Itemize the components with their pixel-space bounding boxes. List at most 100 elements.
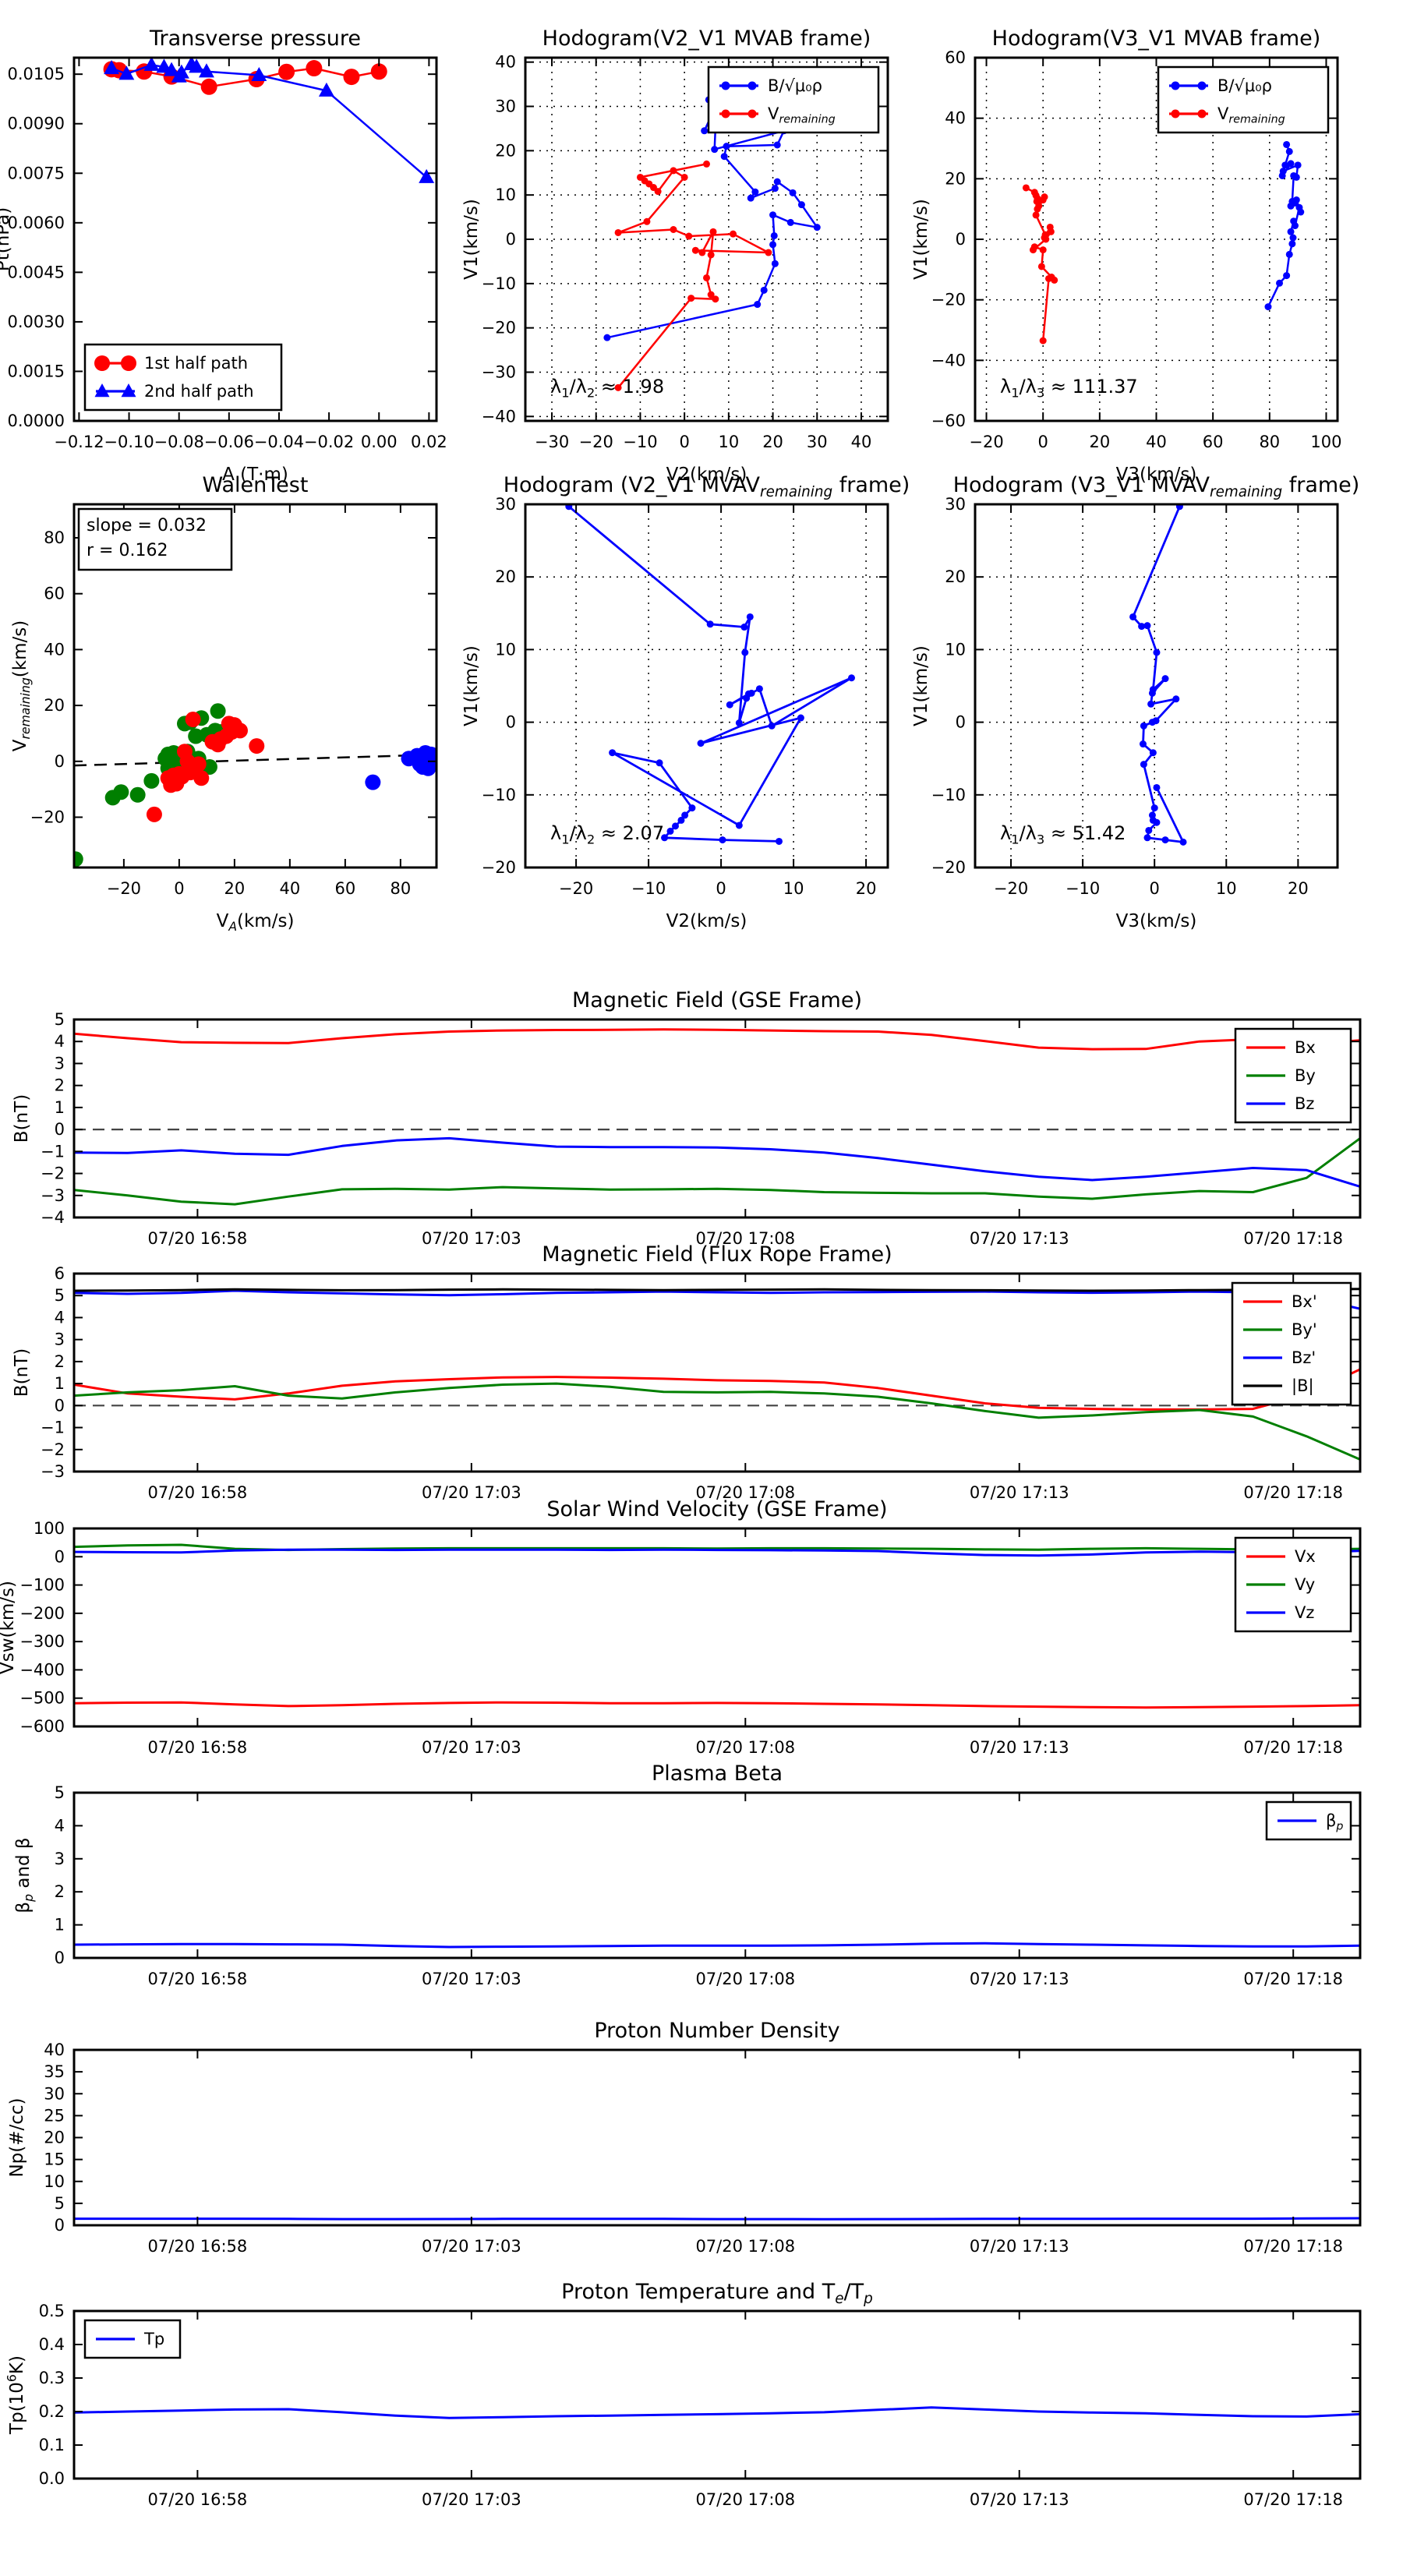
ticks xyxy=(74,58,436,422)
legend-label: Vremaining xyxy=(1217,104,1285,126)
x-tick-label: 07/20 16:58 xyxy=(148,1483,248,1502)
y-tick-label: 60 xyxy=(945,48,966,67)
y-tick-label: −10 xyxy=(482,786,516,804)
y-axis-label: Vsw(km/s) xyxy=(0,1581,18,1674)
panel-title: Hodogram (V3_V1 MVAVremaining frame) xyxy=(953,473,1360,500)
y-tick-label: −300 xyxy=(19,1632,65,1651)
x-tick-label: 80 xyxy=(1259,433,1280,451)
lambda-ratio-annotation: λ1/λ2 ≈ 2.07 xyxy=(550,822,664,846)
x-tick-label: 0.00 xyxy=(361,433,398,451)
legend: 1st half path 2nd half path xyxy=(83,343,283,412)
y-tick-label: 3 xyxy=(55,1054,65,1072)
y-tick-label: 40 xyxy=(495,53,516,72)
y-tick-label: 10 xyxy=(495,186,516,204)
panel-title: WalenTest xyxy=(203,473,309,497)
x-tick-label: 07/20 17:08 xyxy=(695,2490,795,2509)
y-tick-label: 0 xyxy=(55,1120,65,1139)
x-tick-label: −30 xyxy=(535,433,569,451)
y-tick-label: 30 xyxy=(495,495,516,514)
x-tick-label: 07/20 17:18 xyxy=(1243,1738,1343,1757)
ticks xyxy=(525,504,888,868)
x-tick-label: 07/20 17:08 xyxy=(695,2237,795,2256)
y-tick-label: −2 xyxy=(41,1164,65,1183)
x-axis-label: V3(km/s) xyxy=(1116,465,1197,485)
legend-label: By xyxy=(1295,1066,1316,1085)
y-tick-label: −60 xyxy=(931,412,966,430)
y-tick-label: 0 xyxy=(956,230,966,249)
y-tick-label: 0.0105 xyxy=(8,65,65,83)
legend: Tp xyxy=(83,2319,182,2359)
y-tick-label: −400 xyxy=(19,1660,65,1679)
y-tick-label: 0 xyxy=(55,1949,65,1967)
y-axis-label: Pt(nPa) xyxy=(0,207,13,271)
y-tick-label: 0.1 xyxy=(39,2436,65,2454)
x-tick-label: 20 xyxy=(224,879,246,898)
series-By xyxy=(74,1136,1360,1206)
y-tick-label: −2 xyxy=(41,1440,65,1459)
ticks xyxy=(975,57,1338,422)
x-tick-label: 07/20 16:58 xyxy=(148,2237,248,2256)
magnetic-field-flux-rope-panel: 07/20 16:58 07/20 17:03 07/20 17:08 07/20 1… xyxy=(12,1242,1362,1502)
legend: Bx By Bz xyxy=(1234,1027,1352,1124)
x-tick-label: 07/20 17:13 xyxy=(970,2237,1069,2256)
hodogram-v2v1-mvab-panel: −30 −20 −10 0 10 20 30 40 −40 −30 −20 −10 0 10 20 30 40 H… xyxy=(461,27,889,485)
panel-title: Proton Number Density xyxy=(594,2019,839,2043)
x-tick-label: 40 xyxy=(851,433,872,451)
x-tick-label: 07/20 17:08 xyxy=(695,1229,795,1248)
x-tick-label: 20 xyxy=(1288,879,1309,898)
legend-label: Vy xyxy=(1295,1575,1315,1594)
y-tick-label: 0.0045 xyxy=(8,263,65,281)
x-tick-label: 07/20 17:18 xyxy=(1243,2237,1343,2256)
y-tick-label: 4 xyxy=(55,1308,65,1327)
axes-frame xyxy=(524,503,889,869)
legend-label: Vx xyxy=(1295,1547,1316,1566)
ticks xyxy=(74,2310,1360,2479)
proton-temperature-panel: 07/20 16:58 07/20 17:03 07/20 17:08 07/20 1… xyxy=(4,2280,1362,2509)
hodogram-v3v1-mvab-panel: −20 0 20 40 60 80 100 −60 −40 −20 0 20 40 60 Hodogram(… xyxy=(911,27,1342,485)
x-axis-label: V2(km/s) xyxy=(666,911,747,931)
x-tick-label: 60 xyxy=(1203,433,1224,451)
ticks xyxy=(975,504,1338,868)
y-tick-label: −4 xyxy=(41,1208,65,1227)
axes-frame xyxy=(72,1791,1362,1959)
panel-title: Hodogram(V3_V1 MVAB frame) xyxy=(992,27,1321,51)
y-tick-label: 4 xyxy=(55,1816,65,1835)
legend: Vx Vy Vz xyxy=(1234,1536,1352,1633)
panel-title: Magnetic Field (Flux Rope Frame) xyxy=(542,1242,892,1267)
y-tick-label: 20 xyxy=(495,141,516,160)
panel-title: Transverse pressure xyxy=(149,27,361,51)
axes-frame xyxy=(72,2048,1362,2227)
x-tick-label: 20 xyxy=(1089,433,1110,451)
walen-test-panel: −20 0 20 40 60 80 −20 0 20 40 60 80 WalenTest VA(km/s… xyxy=(10,473,438,934)
y-tick-label: 3 xyxy=(55,1330,65,1349)
x-tick-label: −0.06 xyxy=(204,433,254,451)
y-tick-label: −10 xyxy=(482,274,516,293)
proton-number-density-panel: 07/20 16:58 07/20 17:03 07/20 17:08 07/20 1… xyxy=(7,2019,1362,2256)
y-tick-label: 10 xyxy=(945,640,966,659)
x-tick-label: −0.12 xyxy=(54,433,104,451)
x-tick-label: 07/20 17:13 xyxy=(970,1229,1069,1248)
series-|B| xyxy=(74,1288,1360,1292)
y-axis-label: V1(km/s) xyxy=(911,645,931,726)
x-tick-label: −20 xyxy=(559,879,593,898)
y-tick-label: 6 xyxy=(55,1264,65,1283)
y-tick-label: 20 xyxy=(495,567,516,586)
series-group xyxy=(74,2217,1360,2221)
y-tick-label: 0.0090 xyxy=(8,115,65,133)
y-tick-label: 40 xyxy=(44,640,65,659)
y-tick-label: 0.5 xyxy=(39,2302,65,2320)
series-group xyxy=(103,58,435,183)
y-tick-label: 25 xyxy=(44,2106,65,2125)
x-tick-label: 07/20 17:03 xyxy=(422,2490,521,2509)
x-axis-label: VA(km/s) xyxy=(217,911,295,934)
y-tick-label: 1 xyxy=(55,1374,65,1393)
x-tick-label: −20 xyxy=(994,879,1028,898)
y-tick-label: 20 xyxy=(44,696,65,715)
y-axis-label: Vremaining(km/s) xyxy=(10,620,33,751)
legend-label: |B| xyxy=(1292,1376,1314,1396)
series-V2-V1 path xyxy=(567,505,853,843)
lambda-ratio-annotation: λ1/λ3 ≈ 51.42 xyxy=(1000,822,1126,846)
y-tick-label: 35 xyxy=(44,2062,65,2081)
